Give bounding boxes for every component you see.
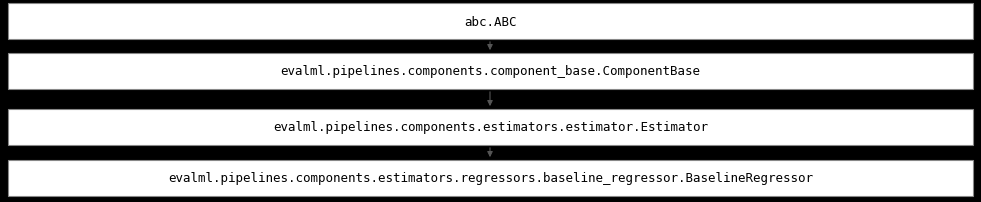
Text: evalml.pipelines.components.estimators.regressors.baseline_regressor.BaselineReg: evalml.pipelines.components.estimators.r… — [168, 172, 813, 185]
Text: evalml.pipelines.components.estimators.estimator.Estimator: evalml.pipelines.components.estimators.e… — [273, 121, 708, 134]
Bar — [8, 109, 973, 145]
Bar — [8, 4, 973, 40]
Text: evalml.pipelines.components.component_base.ComponentBase: evalml.pipelines.components.component_ba… — [281, 65, 700, 78]
Bar — [8, 54, 973, 89]
Text: abc.ABC: abc.ABC — [464, 15, 517, 28]
Bar — [8, 160, 973, 196]
